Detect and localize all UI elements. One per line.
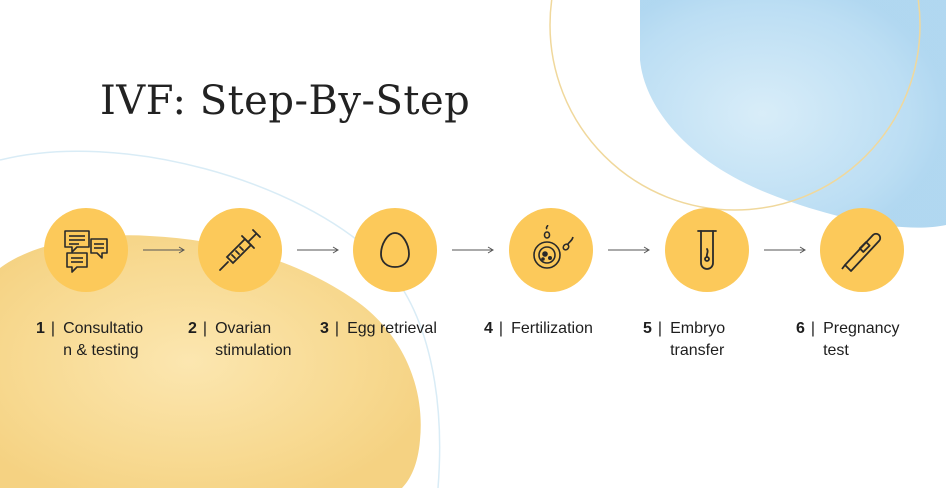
step-number: 2 xyxy=(188,320,197,337)
step-number: 3 xyxy=(320,320,329,337)
step-text: Egg retrieval xyxy=(347,320,437,337)
egg-icon xyxy=(380,232,410,268)
step-5-circle xyxy=(665,208,749,292)
step-separator: | xyxy=(657,320,663,337)
step-6-label: 6 | Pregnancy test xyxy=(796,318,900,362)
syringe-icon xyxy=(219,229,261,271)
blue-watercolor-blob xyxy=(640,0,946,228)
step-separator: | xyxy=(498,320,504,337)
step-2-circle xyxy=(198,208,282,292)
step-arrow-5 xyxy=(764,245,806,255)
step-1-label: 1 | Consultatio n & testing xyxy=(36,318,143,362)
step-number: 1 xyxy=(36,320,45,337)
step-separator: | xyxy=(334,320,340,337)
step-number: 5 xyxy=(643,320,652,337)
step-number: 4 xyxy=(484,320,493,337)
step-arrow-1 xyxy=(143,245,185,255)
step-3-label: 3 | Egg retrieval xyxy=(320,318,437,340)
page-title: IVF: Step-By-Step xyxy=(100,78,471,124)
step-4-label: 4 | Fertilization xyxy=(484,318,593,340)
outline-circle-top xyxy=(549,0,921,211)
pregnancy-test-icon xyxy=(841,232,882,272)
step-1-circle xyxy=(44,208,128,292)
step-separator: | xyxy=(50,320,56,337)
chat-bubbles-icon xyxy=(64,230,108,273)
step-number: 6 xyxy=(796,320,805,337)
step-text: Ovarian stimulation xyxy=(215,320,292,359)
step-text: Fertilization xyxy=(511,320,593,337)
step-text: Embryo transfer xyxy=(670,320,726,359)
step-2-label: 2 | Ovarian stimulation xyxy=(188,318,292,362)
step-separator: | xyxy=(810,320,816,337)
step-6-circle xyxy=(820,208,904,292)
step-arrow-4 xyxy=(608,245,650,255)
step-3-circle xyxy=(353,208,437,292)
step-text: Pregnancy test xyxy=(823,320,900,359)
sperm-egg-icon xyxy=(533,225,574,269)
yellow-watercolor-blob xyxy=(0,235,421,488)
test-tube-icon xyxy=(697,230,717,270)
step-arrow-3 xyxy=(452,245,494,255)
step-4-circle xyxy=(509,208,593,292)
step-5-label: 5 | Embryo transfer xyxy=(643,318,725,362)
step-text: Consultatio n & testing xyxy=(63,320,144,359)
step-arrow-2 xyxy=(297,245,339,255)
step-separator: | xyxy=(202,320,208,337)
